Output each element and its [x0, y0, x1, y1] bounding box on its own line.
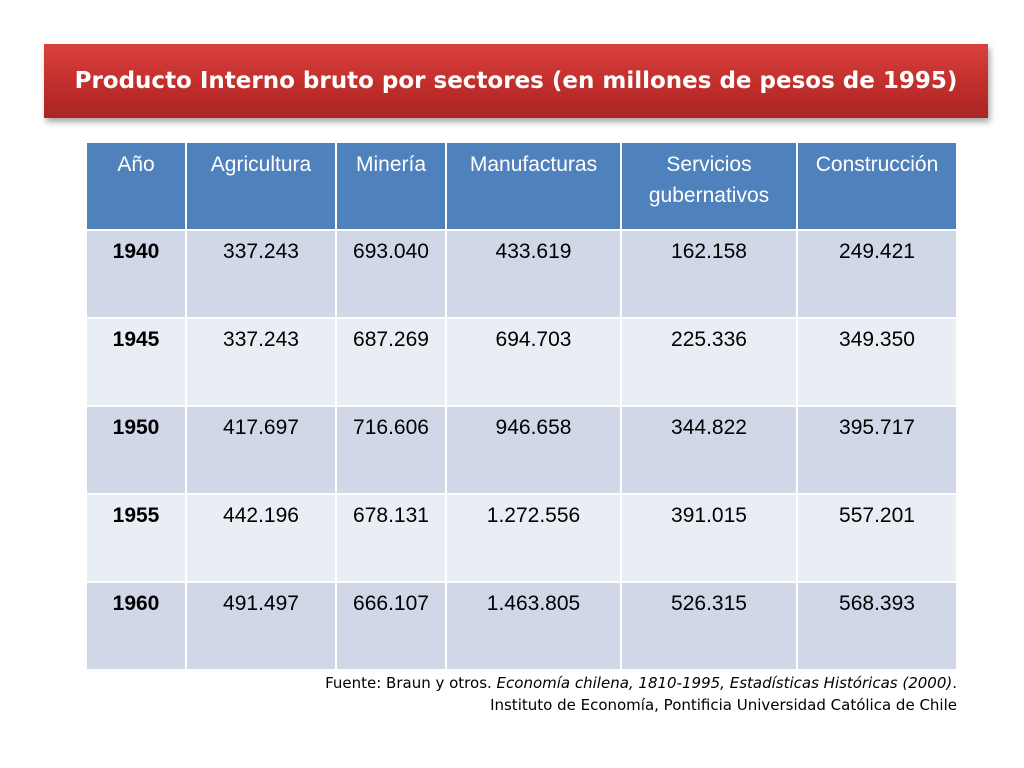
table-cell: 162.158 — [620, 229, 798, 319]
table-cell: 395.717 — [796, 405, 958, 495]
source-work-title: Economía chilena, 1810-1995, Estadística… — [496, 674, 953, 692]
table-cell: 687.269 — [335, 317, 447, 407]
table-cell: 433.619 — [445, 229, 622, 319]
table-cell: 491.497 — [185, 581, 337, 671]
source-suffix: . — [952, 674, 957, 692]
year-cell: 1950 — [85, 405, 187, 495]
table-cell: 337.243 — [185, 317, 337, 407]
table-cell: 337.243 — [185, 229, 337, 319]
table-cell: 349.350 — [796, 317, 958, 407]
year-cell: 1955 — [85, 493, 187, 583]
table-header-row: Año Agricultura Minería Manufacturas Ser… — [85, 141, 958, 231]
table-row: 1940 337.243 693.040 433.619 162.158 249… — [85, 229, 958, 319]
table-row: 1960 491.497 666.107 1.463.805 526.315 5… — [85, 581, 958, 671]
year-cell: 1945 — [85, 317, 187, 407]
column-header-agriculture: Agricultura — [185, 141, 337, 231]
source-line-1: Fuente: Braun y otros. Economía chilena,… — [325, 672, 957, 694]
table-row: 1945 337.243 687.269 694.703 225.336 349… — [85, 317, 958, 407]
source-institution: Instituto de Economía, Pontificia Univer… — [490, 696, 957, 714]
year-cell: 1960 — [85, 581, 187, 671]
table-cell: 557.201 — [796, 493, 958, 583]
table-cell: 1.272.556 — [445, 493, 622, 583]
table-cell: 344.822 — [620, 405, 798, 495]
table-cell: 693.040 — [335, 229, 447, 319]
table-cell: 249.421 — [796, 229, 958, 319]
table-cell: 417.697 — [185, 405, 337, 495]
table-cell: 694.703 — [445, 317, 622, 407]
title-banner: Producto Interno bruto por sectores (en … — [44, 44, 988, 118]
column-header-manufacturing: Manufacturas — [445, 141, 622, 231]
table-cell: 666.107 — [335, 581, 447, 671]
column-header-government-services: Servicios gubernativos — [620, 141, 798, 231]
year-cell: 1940 — [85, 229, 187, 319]
table-row: 1950 417.697 716.606 946.658 344.822 395… — [85, 405, 958, 495]
column-header-year: Año — [85, 141, 187, 231]
table-cell: 225.336 — [620, 317, 798, 407]
table-cell: 946.658 — [445, 405, 622, 495]
gdp-table: Año Agricultura Minería Manufacturas Ser… — [85, 141, 958, 671]
column-header-construction: Construcción — [796, 141, 958, 231]
column-header-mining: Minería — [335, 141, 447, 231]
table-row: 1955 442.196 678.131 1.272.556 391.015 5… — [85, 493, 958, 583]
page-title: Producto Interno bruto por sectores (en … — [74, 68, 958, 94]
source-prefix: Fuente: Braun y otros. — [325, 674, 497, 692]
table-cell: 1.463.805 — [445, 581, 622, 671]
table-cell: 568.393 — [796, 581, 958, 671]
table-cell: 678.131 — [335, 493, 447, 583]
table-cell: 526.315 — [620, 581, 798, 671]
table-cell: 391.015 — [620, 493, 798, 583]
table-cell: 716.606 — [335, 405, 447, 495]
source-citation: Fuente: Braun y otros. Economía chilena,… — [325, 672, 957, 716]
table-cell: 442.196 — [185, 493, 337, 583]
